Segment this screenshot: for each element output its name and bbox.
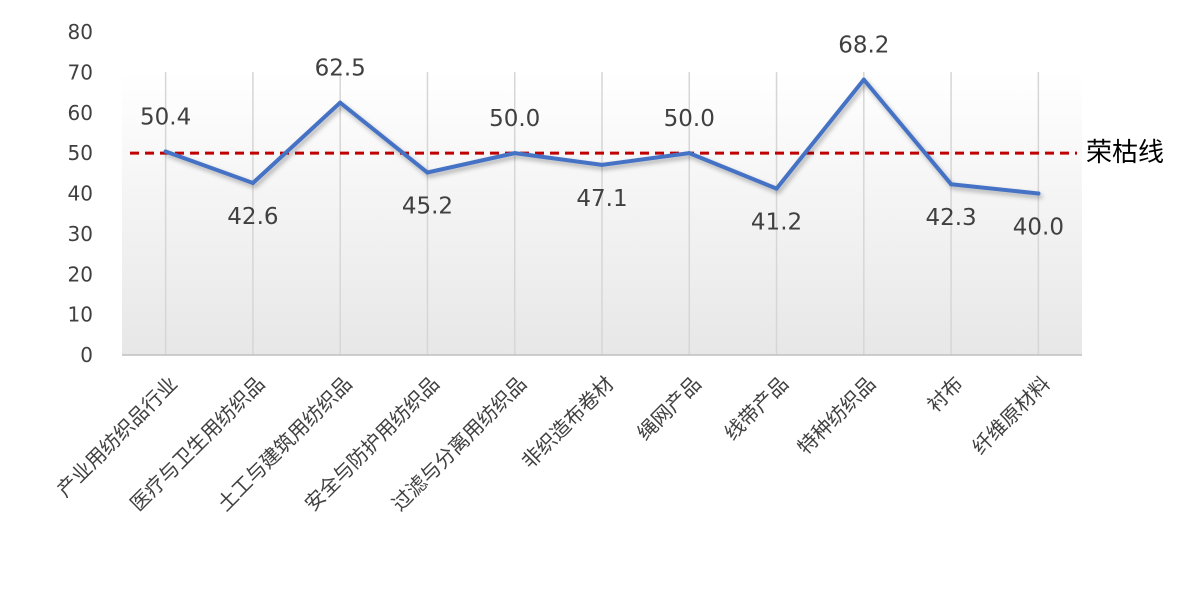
data-label: 40.0 [1013,215,1064,241]
data-point [1036,191,1041,196]
data-label: 41.2 [751,210,802,236]
data-point [425,170,430,175]
x-axis: 产业用纺织品行业医疗与卫生用纺织品土工与建筑用纺织品安全与防护用纺织品过滤与分离… [52,372,1055,516]
data-point [774,186,779,191]
y-tick-label: 80 [68,20,93,44]
y-tick-label: 50 [68,141,93,165]
x-tick-label: 衬布 [922,372,967,417]
x-tick-label: 绳网产品 [632,372,706,446]
data-point [949,182,954,187]
data-label: 68.2 [838,33,889,59]
data-point [861,77,866,82]
series [163,77,1041,196]
data-label: 45.2 [402,194,453,220]
data-point [512,151,517,156]
x-tick-label: 特种纺织品 [793,372,881,460]
y-axis: 0 10 20 30 40 50 60 70 80 [68,20,93,367]
data-label: 50.0 [489,106,540,132]
y-tick-label: 10 [68,303,93,327]
x-tick-label: 纤维原材料 [967,372,1055,460]
y-tick-label: 70 [68,60,93,84]
y-tick-label: 60 [68,101,93,125]
data-label: 42.6 [227,204,278,230]
gridlines [164,72,1040,355]
y-tick-label: 20 [68,262,93,286]
data-point [338,100,343,105]
data-label: 47.1 [576,186,627,212]
data-labels: 50.4 42.6 62.5 45.2 50.0 47.1 50.0 41.2 68.2 42.3… [140,33,1064,241]
y-tick-label: 40 [68,182,93,206]
y-tick-label: 30 [68,222,93,246]
data-point [250,181,255,186]
y-tick-label: 0 [80,343,93,367]
x-tick-label: 线带产品 [719,372,793,446]
data-point [600,162,604,167]
x-tick-label: 非织造布卷材 [517,372,619,474]
data-label: 42.3 [925,205,976,231]
reference-line-label: 荣枯线 [1086,138,1164,168]
data-label: 50.4 [140,105,191,131]
data-label: 62.5 [315,56,366,82]
data-label: 50.0 [664,106,715,132]
data-point [687,151,692,156]
data-point [163,149,168,154]
